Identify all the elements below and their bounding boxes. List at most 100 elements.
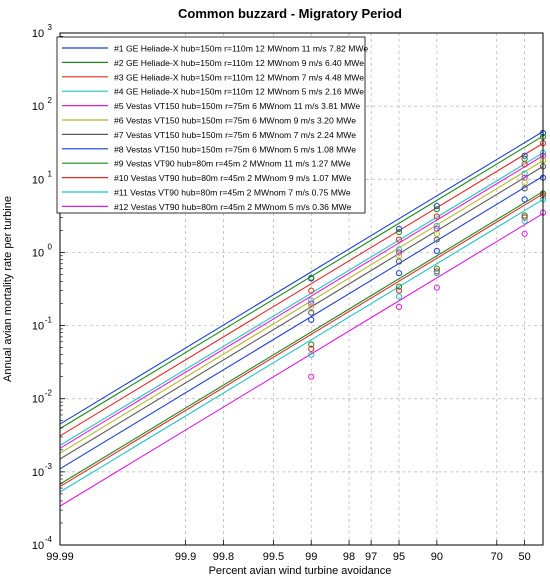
data-point (395, 293, 403, 300)
data-point (521, 170, 528, 177)
legend-entry: #1 GE Heliade-X hub=150m r=110m 12 MWnom… (114, 44, 368, 54)
data-point (395, 246, 403, 253)
x-tick-label: 99.9 (175, 551, 196, 563)
x-axis-label: Percent avian wind turbine avoidance (209, 565, 392, 577)
data-point (433, 213, 440, 220)
series-line (59, 198, 544, 493)
x-tick-label: 95 (393, 551, 405, 563)
data-point (308, 300, 315, 307)
y-tick-exponent: 2 (48, 96, 53, 105)
data-point (521, 230, 528, 237)
data-point (433, 247, 440, 254)
y-tick-label: 10 (32, 28, 44, 40)
x-tick-label: 90 (431, 551, 443, 563)
data-point (395, 270, 403, 277)
legend: #1 GE Heliade-X hub=150m r=110m 12 MWnom… (56, 36, 368, 214)
chart-title: Common buzzard - Migratory Period (178, 6, 402, 21)
legend-entry: #12 Vestas VT90 hub=80m r=45m 2 MWnom 5 … (114, 202, 351, 212)
y-tick-exponent: 3 (48, 23, 53, 32)
x-tick-label: 99.99 (46, 551, 74, 563)
data-point (521, 152, 528, 159)
data-point (433, 268, 440, 275)
data-point (395, 283, 403, 290)
y-tick-exponent: -1 (45, 316, 53, 325)
y-tick-label: 10 (32, 101, 44, 113)
y-tick-exponent: 0 (48, 242, 53, 251)
legend-entry: #8 Vestas VT150 hub=150m r=75m 6 MWnom 5… (114, 144, 356, 154)
series-line (59, 131, 544, 425)
y-tick-label: 10 (32, 467, 44, 479)
y-axis-label: Annual avian mortality rate per turbine (2, 196, 14, 382)
y-tick-exponent: -4 (45, 535, 53, 544)
data-point (308, 287, 315, 294)
data-point (395, 228, 403, 236)
y-tick-label: 10 (32, 174, 44, 186)
series-line (59, 213, 544, 507)
legend-entry: #5 Vestas VT150 hub=150m r=75m 6 MWnom 1… (114, 101, 360, 111)
data-point (308, 316, 315, 323)
series-line (59, 191, 544, 485)
series-line (59, 142, 544, 437)
series-line (59, 152, 544, 446)
x-tick-label: 70 (491, 551, 503, 563)
y-tick-label: 10 (32, 247, 44, 259)
data-point (395, 249, 403, 256)
legend-entry: #6 Vestas VT150 hub=150m r=75m 6 MWnom 9… (114, 116, 356, 126)
data-point (308, 373, 315, 380)
x-tick-label: 97 (365, 551, 377, 563)
y-tick-exponent: -2 (45, 389, 53, 398)
data-point (308, 297, 315, 304)
y-tick-label: 10 (32, 540, 44, 552)
legend-entry: #7 Vestas VT150 hub=150m r=75m 6 MWnom 7… (114, 130, 356, 140)
series-line (59, 175, 544, 470)
x-tick-label: 99 (305, 551, 317, 563)
series-line (59, 165, 544, 460)
data-point (395, 252, 403, 259)
data-point (521, 214, 528, 221)
data-point (308, 351, 315, 358)
data-point (521, 161, 528, 168)
data-point (433, 230, 440, 237)
data-point (395, 287, 403, 294)
data-point (308, 309, 315, 316)
series-line (59, 160, 544, 454)
series-line (59, 193, 544, 488)
data-point (308, 274, 315, 281)
data-point (433, 265, 440, 272)
data-point (433, 222, 440, 230)
x-tick-label: 99.5 (263, 551, 284, 563)
data-point (521, 196, 528, 203)
data-point (308, 303, 315, 311)
y-tick-label: 10 (32, 394, 44, 406)
data-point (308, 341, 315, 348)
data-point (433, 202, 440, 210)
legend-entry: #10 Vestas VT90 hub=80m r=45m 2 MWnom 9 … (114, 173, 351, 183)
data-point (395, 303, 403, 311)
data-point (308, 345, 315, 352)
legend-entry: #9 Vestas VT90 hub=80m r=45m 2 MWnom 11 … (114, 159, 351, 169)
series-line (59, 135, 544, 430)
data-point (433, 236, 440, 243)
x-tick-label: 98 (343, 551, 355, 563)
series-line (59, 155, 544, 449)
y-tick-exponent: 1 (48, 169, 53, 178)
axis-ticks: 99.99 99.9 99.8 99.5 99 98 97 95 90 70 5010-410-31… (32, 23, 531, 563)
legend-box (56, 36, 366, 214)
data-point (433, 270, 440, 277)
legend-entry: #4 GE Heliade-X hub=150m r=110m 12 MWnom… (114, 87, 364, 97)
data-point (433, 206, 440, 213)
data-point (395, 236, 403, 243)
data-point (521, 217, 528, 224)
data-point (395, 225, 403, 232)
x-tick-label: 50 (519, 551, 531, 563)
data-point (521, 185, 528, 192)
plot-frame (59, 32, 544, 546)
legend-entry: #2 GE Heliade-X hub=150m r=110m 12 MWnom… (114, 58, 364, 68)
data-point (433, 284, 440, 291)
series-lines (59, 131, 544, 507)
data-point (395, 258, 403, 265)
x-tick-label: 99.8 (213, 551, 234, 563)
legend-entry: #3 GE Heliade-X hub=150m r=110m 12 MWnom… (114, 72, 364, 82)
